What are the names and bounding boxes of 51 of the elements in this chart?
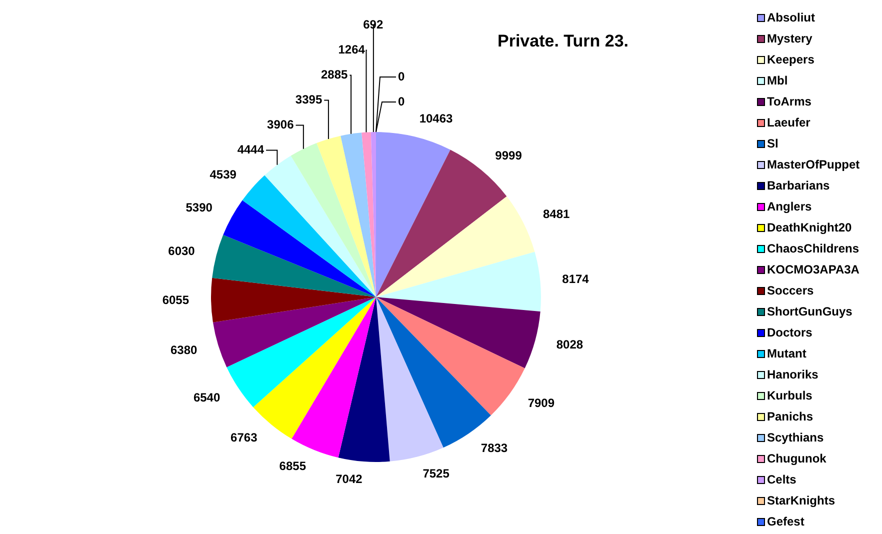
legend-label: Gefest [767, 514, 804, 528]
legend-label: Hanoriks [767, 367, 819, 382]
legend-label: Soccers [767, 283, 814, 298]
data-label: 692 [363, 18, 384, 32]
data-label: 6055 [162, 292, 190, 307]
data-label: 8481 [542, 206, 570, 221]
legend-label: MasterOfPuppet [767, 157, 860, 172]
legend-label: Chugunok [767, 451, 827, 466]
legend-label: Scythians [767, 430, 824, 444]
legend-label: Mbl [767, 73, 788, 88]
legend-label: Celts [767, 472, 797, 486]
data-label: 7833 [480, 440, 508, 455]
legend-label: ToArms [767, 94, 812, 108]
data-label: 4539 [210, 168, 237, 182]
legend-label: Doctors [767, 325, 813, 340]
data-label: 6380 [170, 342, 198, 357]
data-label: 6763 [230, 430, 258, 445]
text: 0 [398, 94, 405, 108]
legend-label: ChaosChildrens [767, 241, 860, 256]
data-label: 4444 [237, 142, 264, 157]
text: Private. Turn 23. [497, 32, 629, 51]
legend-label: Keepers [767, 52, 815, 66]
legend-label: Sl [767, 136, 778, 150]
data-label: 10463 [419, 111, 454, 126]
data-label: 6540 [193, 390, 220, 404]
data-label: 9999 [495, 148, 522, 162]
legend-label: Mystery [767, 31, 813, 46]
data-label: 3906 [267, 118, 294, 132]
data-label: 7042 [336, 472, 363, 486]
legend-label: DeathKnight20 [767, 220, 852, 234]
legend-label: Barbarians [767, 178, 830, 192]
data-label: 5390 [186, 200, 213, 215]
data-label: 8174 [562, 272, 590, 286]
legend-label: Anglers [767, 199, 812, 214]
data-label: 8028 [556, 338, 584, 352]
legend-label: KOCMO3APA3A [767, 262, 860, 276]
data-label: 7525 [422, 466, 450, 481]
data-label: 3395 [295, 92, 322, 107]
data-label: 1264 [338, 42, 366, 57]
text: 0 [398, 69, 405, 84]
data-label: 7909 [528, 396, 555, 410]
data-label: 2885 [321, 68, 348, 82]
legend-label: Kurbuls [767, 388, 813, 402]
legend-label: ShortGunGuys [767, 304, 853, 318]
legend-label: Mutant [767, 346, 806, 360]
data-label: 6030 [168, 244, 196, 258]
legend-label: Panichs [767, 409, 814, 424]
legend-label: Laeufer [767, 115, 811, 130]
data-label: 6855 [279, 459, 306, 474]
legend-label: StarKnights [767, 493, 836, 508]
legend-label: Absoliut [767, 10, 815, 24]
